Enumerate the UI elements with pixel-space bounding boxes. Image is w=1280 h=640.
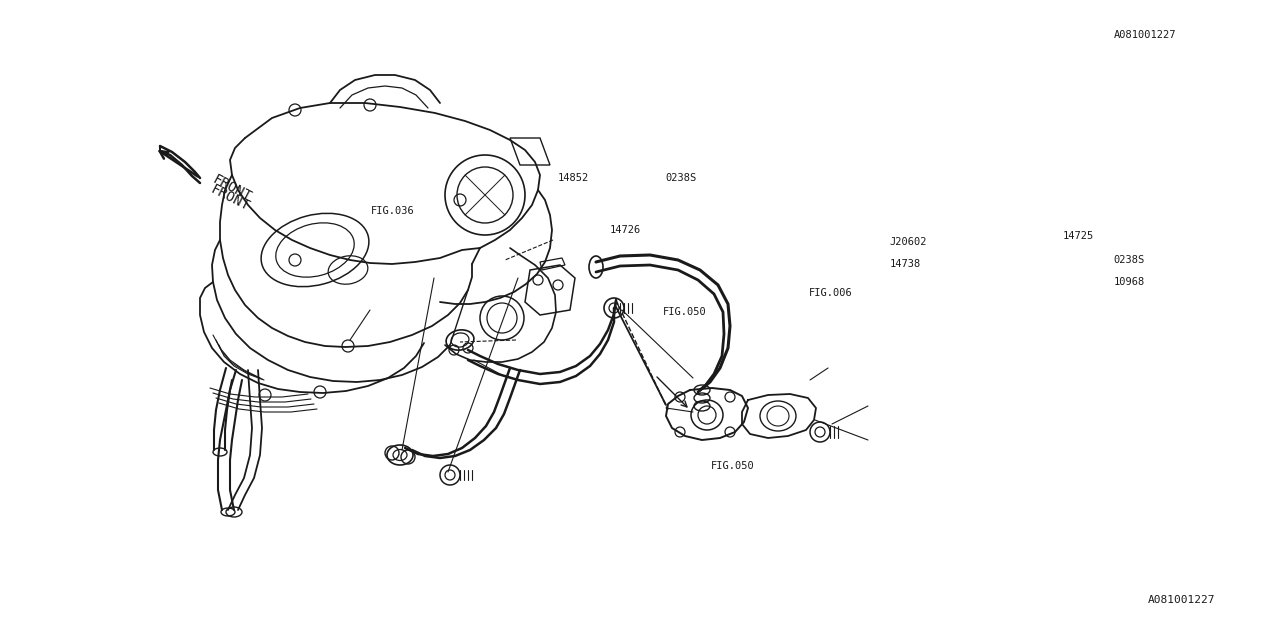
Text: 10968: 10968 bbox=[1114, 276, 1144, 287]
Text: 14726: 14726 bbox=[609, 225, 640, 236]
Text: FRONT: FRONT bbox=[210, 172, 253, 204]
Text: FRONT: FRONT bbox=[209, 182, 252, 214]
Text: 14725: 14725 bbox=[1062, 230, 1093, 241]
Text: FIG.050: FIG.050 bbox=[663, 307, 707, 317]
Text: 14738: 14738 bbox=[890, 259, 920, 269]
Text: 0238S: 0238S bbox=[666, 173, 696, 183]
Text: J20602: J20602 bbox=[890, 237, 927, 247]
Text: 0238S: 0238S bbox=[1114, 255, 1144, 265]
Text: 14852: 14852 bbox=[558, 173, 589, 183]
Text: A081001227: A081001227 bbox=[1114, 30, 1176, 40]
Text: A081001227: A081001227 bbox=[1147, 595, 1215, 605]
Text: FIG.050: FIG.050 bbox=[710, 461, 754, 471]
Text: FIG.006: FIG.006 bbox=[809, 288, 852, 298]
Text: FIG.036: FIG.036 bbox=[371, 206, 415, 216]
